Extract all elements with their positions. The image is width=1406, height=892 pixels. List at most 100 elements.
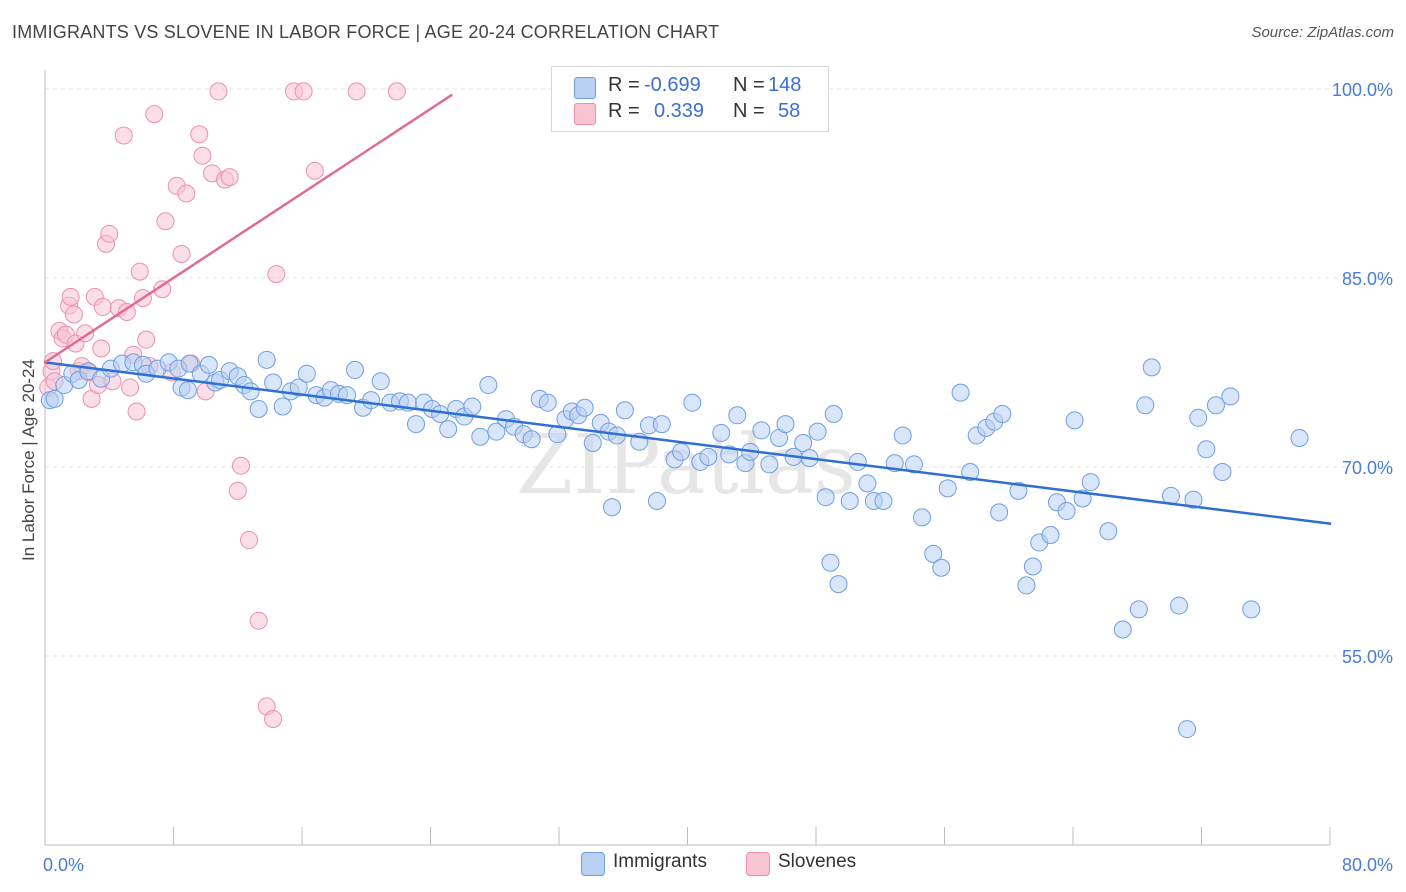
- immigrants-point: [848, 452, 867, 471]
- immigrants-point: [874, 491, 893, 510]
- immigrants-point: [538, 393, 557, 412]
- slovenes-point: [44, 352, 63, 371]
- immigrants-point: [1290, 428, 1309, 447]
- immigrants-point: [603, 498, 622, 517]
- immigrants-point: [840, 491, 859, 510]
- slovenes-legend-label: Slovenes: [778, 851, 857, 872]
- immigrants-point: [1113, 620, 1132, 639]
- immigrants-point: [583, 434, 602, 453]
- immigrants-point: [816, 488, 835, 507]
- immigrants-point: [522, 430, 541, 449]
- slovenes-point: [114, 126, 133, 145]
- slovenes-point: [305, 161, 324, 180]
- immigrants-point: [821, 553, 840, 572]
- slovenes-point: [193, 146, 212, 165]
- slovenes-legend-swatch: [746, 852, 770, 876]
- immigrants-point: [199, 355, 218, 374]
- x-tick-label: 80.0%: [1342, 855, 1393, 875]
- slovenes-point: [92, 339, 111, 358]
- immigrants-point: [289, 378, 308, 397]
- slovenes-point: [61, 287, 80, 306]
- immigrants-point: [720, 445, 739, 464]
- immigrants-point: [829, 575, 848, 594]
- slovenes-points: [39, 82, 406, 728]
- slovenes-point: [239, 531, 258, 550]
- immigrants-point: [439, 420, 458, 439]
- immigrants-point: [178, 381, 197, 400]
- immigrants-point: [45, 389, 64, 408]
- immigrants-point: [241, 382, 260, 401]
- immigrants-point: [858, 474, 877, 493]
- tick-labels: 100.0% 85.0% 70.0% 55.0% 0.0% 80.0%: [43, 80, 1393, 875]
- slovenes-point: [145, 105, 164, 124]
- axes: [44, 70, 1331, 846]
- immigrants-point: [1242, 600, 1261, 619]
- immigrants-point: [297, 364, 316, 383]
- y-tick-label: 85.0%: [1342, 269, 1393, 289]
- immigrants-point: [264, 373, 283, 392]
- immigrants-point: [362, 391, 381, 410]
- immigrants-point: [1041, 526, 1060, 544]
- immigrants-point: [938, 479, 957, 498]
- x-tick-label: 0.0%: [43, 855, 84, 875]
- immigrants-point: [776, 415, 795, 434]
- immigrants-legend-swatch: [581, 852, 605, 876]
- immigrants-legend-label: Immigrants: [613, 851, 707, 872]
- immigrants-point: [824, 405, 843, 424]
- immigrants-point: [1009, 481, 1028, 500]
- immigrants-point: [180, 354, 199, 373]
- gridlines: [45, 88, 1390, 657]
- slovenes-point: [130, 262, 149, 281]
- immigrants-point: [273, 397, 292, 416]
- immigrants-point: [1213, 462, 1232, 481]
- immigrants-point: [672, 442, 691, 461]
- immigrants-point: [463, 397, 482, 416]
- immigrants-point: [728, 406, 747, 425]
- immigrants-point: [1178, 720, 1197, 739]
- immigrants-point: [712, 423, 731, 442]
- slovenes-point: [121, 378, 140, 397]
- immigrants-point: [993, 405, 1012, 424]
- correlation-legend: R = -0.699 N = 148 R = 0.339 N = 58: [551, 66, 829, 132]
- immigrants-trend-line: [43, 361, 1332, 525]
- immigrants-point: [1017, 576, 1036, 595]
- slovenes-point: [100, 224, 119, 243]
- slovenes-point: [117, 302, 136, 321]
- immigrants-points: [40, 350, 1309, 739]
- immigrants-point: [1136, 396, 1155, 415]
- slovenes-point: [387, 82, 406, 101]
- immigrants-point: [647, 491, 666, 510]
- immigrants-point: [1099, 522, 1118, 541]
- legend-r-value: -0.699: [644, 74, 701, 96]
- immigrants-point: [652, 415, 671, 434]
- slovenes-point: [228, 481, 247, 500]
- legend-r-value: 0.339: [654, 100, 705, 122]
- slovenes-point: [127, 402, 146, 421]
- immigrants-point: [471, 427, 490, 446]
- slovenes-point: [220, 168, 239, 187]
- immigrants-point: [913, 508, 932, 527]
- immigrants-point: [479, 376, 498, 395]
- immigrants-point: [575, 398, 594, 417]
- slovenes-point: [177, 184, 196, 203]
- slovenes-point: [294, 82, 313, 101]
- slovenes-point: [153, 280, 172, 299]
- immigrants-point: [794, 434, 813, 453]
- immigrants-point: [683, 393, 702, 412]
- immigrants-point: [1142, 358, 1161, 377]
- immigrants-point: [1129, 600, 1148, 619]
- legend-r-label: R =: [608, 74, 640, 96]
- slovenes-point: [347, 82, 366, 101]
- immigrants-point: [1221, 387, 1240, 406]
- immigrants-point: [961, 462, 980, 481]
- immigrants-point: [1189, 408, 1208, 427]
- immigrants-point: [257, 350, 276, 369]
- immigrants-point: [951, 383, 970, 402]
- slovenes-point: [137, 330, 156, 349]
- slovenes-point: [209, 82, 228, 101]
- slovenes-point: [190, 125, 209, 144]
- slovenes-point: [267, 265, 286, 284]
- y-tick-label: 70.0%: [1342, 458, 1393, 478]
- legend-n-label: N =: [733, 100, 765, 122]
- slovenes-point: [93, 297, 112, 316]
